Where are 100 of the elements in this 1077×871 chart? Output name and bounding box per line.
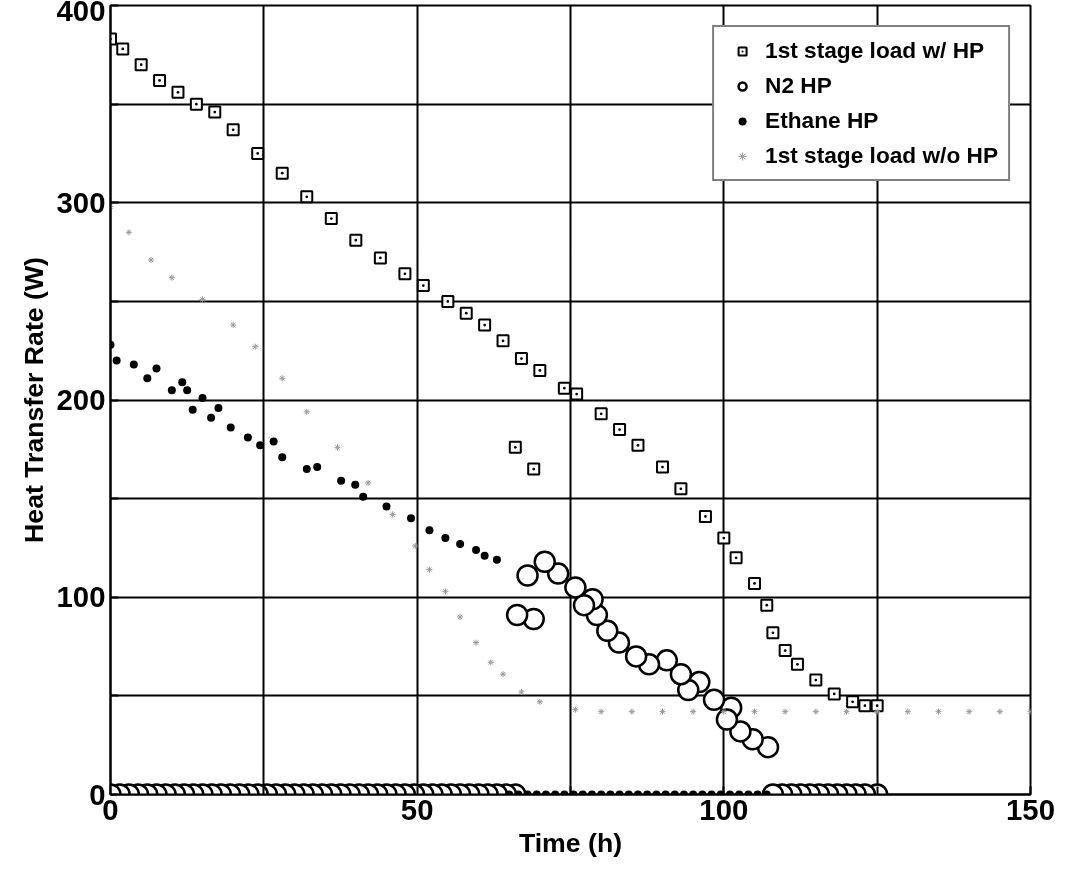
- point: [243, 433, 252, 442]
- x-tick-label: 50: [400, 792, 434, 826]
- point: [812, 708, 820, 716]
- point: [251, 343, 259, 351]
- y-tick-label: 400: [56, 0, 106, 27]
- point: [116, 42, 130, 56]
- point: [904, 708, 912, 716]
- point: [189, 97, 203, 111]
- point: [152, 364, 161, 373]
- point: [514, 352, 528, 366]
- point: [659, 708, 666, 716]
- point: [278, 374, 286, 382]
- legend-label: N2 HP: [765, 72, 832, 99]
- point: [492, 555, 501, 564]
- point: [674, 482, 688, 496]
- point: [631, 438, 645, 452]
- point: [198, 394, 207, 403]
- point: [809, 673, 823, 687]
- point: [199, 295, 206, 303]
- point: [407, 514, 416, 523]
- point: [208, 105, 222, 119]
- point: [188, 405, 197, 414]
- point: [487, 658, 495, 666]
- point: [873, 708, 881, 716]
- point: [373, 251, 387, 265]
- point: [858, 699, 872, 713]
- point: [496, 334, 510, 348]
- point: [153, 73, 167, 87]
- point: [349, 233, 363, 247]
- point: [729, 551, 743, 565]
- point: [656, 460, 669, 474]
- point: [214, 403, 223, 412]
- point: [313, 463, 322, 472]
- point: [389, 510, 397, 518]
- point: [472, 545, 481, 554]
- point: [382, 502, 391, 511]
- point: [689, 708, 697, 716]
- point: [996, 708, 1004, 716]
- point: [147, 256, 155, 264]
- point: [965, 708, 973, 716]
- point: [570, 387, 584, 401]
- point: [351, 480, 360, 489]
- point: [359, 492, 368, 501]
- point: [125, 228, 133, 236]
- point: [597, 708, 605, 716]
- point: [751, 708, 758, 716]
- point: [557, 381, 571, 395]
- point: [935, 708, 942, 716]
- point: [229, 321, 237, 329]
- legend-label: 1st stage load w/ HP: [765, 37, 985, 64]
- point: [628, 708, 636, 716]
- point: [168, 274, 176, 282]
- point: [143, 374, 152, 383]
- point: [748, 576, 761, 590]
- point: [441, 294, 455, 308]
- point: [425, 526, 434, 535]
- point: [478, 318, 492, 332]
- point: [760, 598, 774, 612]
- point: [499, 670, 507, 678]
- point: [269, 437, 278, 446]
- x-axis-title: Time (h): [518, 827, 623, 858]
- point: [337, 476, 346, 485]
- point: [790, 657, 804, 671]
- point: [781, 708, 789, 716]
- point: [517, 688, 525, 696]
- point: [302, 465, 311, 474]
- point: [251, 146, 265, 160]
- point: [324, 212, 338, 226]
- x-tick-label: 100: [699, 792, 749, 826]
- point: [459, 306, 473, 320]
- y-tick-label: 200: [56, 383, 106, 416]
- point: [594, 407, 608, 421]
- point: [333, 443, 341, 451]
- point: [698, 509, 712, 523]
- point: [167, 386, 176, 395]
- point: [456, 613, 464, 621]
- point: [843, 708, 850, 716]
- point: [300, 190, 314, 204]
- point: [441, 587, 449, 595]
- point: [846, 695, 860, 709]
- point: [870, 699, 884, 713]
- point: [508, 440, 522, 454]
- legend-label: Ethane HP: [765, 107, 879, 134]
- point: [480, 551, 489, 560]
- point: [207, 413, 216, 422]
- point: [134, 58, 148, 72]
- point: [256, 441, 265, 450]
- point: [778, 644, 792, 658]
- point: [472, 639, 480, 647]
- point: [527, 462, 541, 476]
- point: [275, 166, 289, 180]
- point: [278, 453, 287, 462]
- point: [536, 698, 544, 706]
- y-tick-label: 300: [56, 185, 106, 219]
- point: [226, 123, 240, 137]
- y-axis-title: Heat Transfer Rate (W): [18, 257, 49, 543]
- point: [398, 267, 412, 281]
- point: [303, 408, 311, 416]
- point: [411, 542, 419, 550]
- point: [441, 534, 450, 543]
